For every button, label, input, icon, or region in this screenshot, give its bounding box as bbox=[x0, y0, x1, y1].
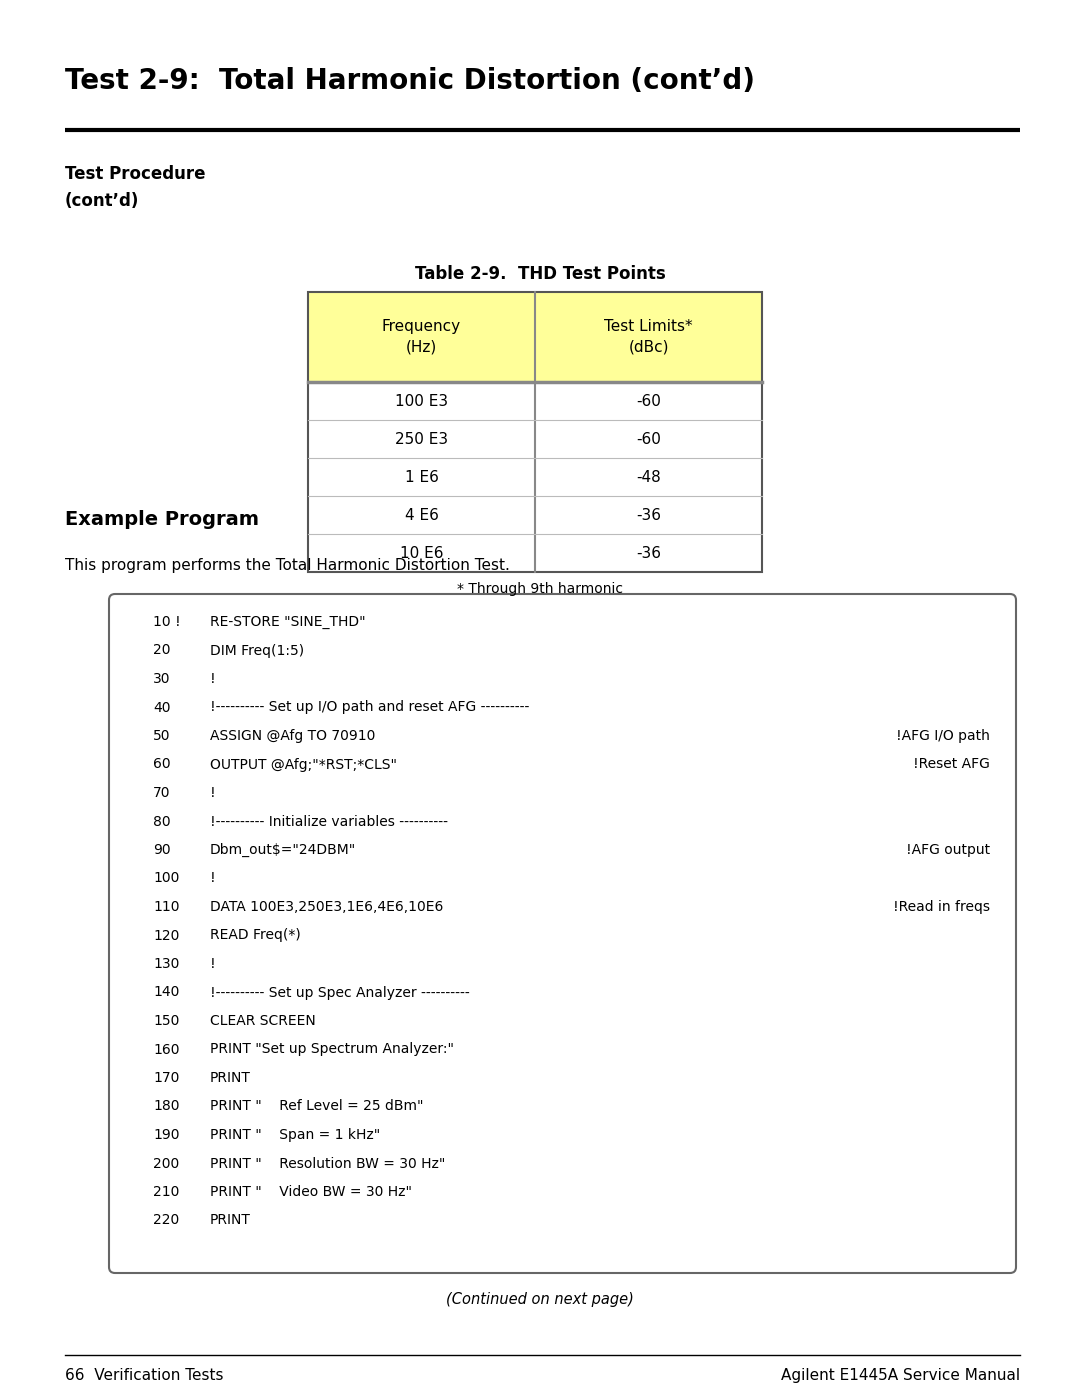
Text: 20: 20 bbox=[153, 644, 171, 658]
Text: 80: 80 bbox=[153, 814, 171, 828]
Text: Agilent E1445A Service Manual: Agilent E1445A Service Manual bbox=[781, 1368, 1020, 1383]
Text: 210: 210 bbox=[153, 1185, 179, 1199]
Text: -36: -36 bbox=[636, 545, 661, 560]
Text: * Through 9th harmonic: * Through 9th harmonic bbox=[457, 583, 623, 597]
Text: 160: 160 bbox=[153, 1042, 179, 1056]
Text: PRINT "    Span = 1 kHz": PRINT " Span = 1 kHz" bbox=[210, 1127, 380, 1141]
Text: (cont’d): (cont’d) bbox=[65, 191, 139, 210]
Text: 10 !: 10 ! bbox=[153, 615, 180, 629]
Text: -48: -48 bbox=[636, 469, 661, 485]
Text: ASSIGN @Afg TO 70910: ASSIGN @Afg TO 70910 bbox=[210, 729, 376, 743]
Text: 100: 100 bbox=[153, 872, 179, 886]
Text: !Read in freqs: !Read in freqs bbox=[893, 900, 990, 914]
Text: 220: 220 bbox=[153, 1214, 179, 1228]
Text: PRINT: PRINT bbox=[210, 1214, 251, 1228]
Text: OUTPUT @Afg;"*RST;*CLS": OUTPUT @Afg;"*RST;*CLS" bbox=[210, 757, 397, 771]
Text: !: ! bbox=[210, 872, 216, 886]
Text: 1 E6: 1 E6 bbox=[405, 469, 438, 485]
Text: Test 2-9:  Total Harmonic Distortion (cont’d): Test 2-9: Total Harmonic Distortion (con… bbox=[65, 67, 755, 95]
Text: !AFG I/O path: !AFG I/O path bbox=[896, 729, 990, 743]
Text: 4 E6: 4 E6 bbox=[405, 507, 438, 522]
Text: 130: 130 bbox=[153, 957, 179, 971]
Text: 10 E6: 10 E6 bbox=[400, 545, 443, 560]
Text: 250 E3: 250 E3 bbox=[395, 432, 448, 447]
Text: PRINT "Set up Spectrum Analyzer:": PRINT "Set up Spectrum Analyzer:" bbox=[210, 1042, 454, 1056]
Text: PRINT "    Ref Level = 25 dBm": PRINT " Ref Level = 25 dBm" bbox=[210, 1099, 423, 1113]
Bar bbox=[308, 292, 762, 571]
Text: Test Procedure: Test Procedure bbox=[65, 165, 205, 183]
Text: 180: 180 bbox=[153, 1099, 179, 1113]
Text: PRINT "    Resolution BW = 30 Hz": PRINT " Resolution BW = 30 Hz" bbox=[210, 1157, 445, 1171]
Text: (Continued on next page): (Continued on next page) bbox=[446, 1292, 634, 1308]
Text: 120: 120 bbox=[153, 929, 179, 943]
Text: 90: 90 bbox=[153, 842, 171, 856]
Text: Example Program: Example Program bbox=[65, 510, 259, 529]
Text: READ Freq(*): READ Freq(*) bbox=[210, 929, 300, 943]
Text: Dbm_out$="24DBM": Dbm_out$="24DBM" bbox=[210, 842, 356, 858]
Text: 100 E3: 100 E3 bbox=[395, 394, 448, 408]
Text: 200: 200 bbox=[153, 1157, 179, 1171]
Text: This program performs the Total Harmonic Distortion Test.: This program performs the Total Harmonic… bbox=[65, 557, 510, 573]
Text: !Reset AFG: !Reset AFG bbox=[913, 757, 990, 771]
Text: 140: 140 bbox=[153, 985, 179, 999]
Text: !---------- Set up Spec Analyzer ----------: !---------- Set up Spec Analyzer -------… bbox=[210, 985, 470, 999]
Text: Test Limits*
(dBc): Test Limits* (dBc) bbox=[604, 319, 692, 355]
Text: Frequency
(Hz): Frequency (Hz) bbox=[382, 319, 461, 355]
Text: PRINT "    Video BW = 30 Hz": PRINT " Video BW = 30 Hz" bbox=[210, 1185, 411, 1199]
Text: CLEAR SCREEN: CLEAR SCREEN bbox=[210, 1014, 315, 1028]
Bar bbox=[308, 292, 762, 381]
Text: !---------- Set up I/O path and reset AFG ----------: !---------- Set up I/O path and reset AF… bbox=[210, 700, 529, 714]
Text: 150: 150 bbox=[153, 1014, 179, 1028]
Text: 40: 40 bbox=[153, 700, 171, 714]
Text: !AFG output: !AFG output bbox=[906, 842, 990, 856]
FancyBboxPatch shape bbox=[109, 594, 1016, 1273]
Text: DATA 100E3,250E3,1E6,4E6,10E6: DATA 100E3,250E3,1E6,4E6,10E6 bbox=[210, 900, 444, 914]
Text: 190: 190 bbox=[153, 1127, 179, 1141]
Text: 110: 110 bbox=[153, 900, 179, 914]
Text: -60: -60 bbox=[636, 432, 661, 447]
Text: !: ! bbox=[210, 672, 216, 686]
Text: 170: 170 bbox=[153, 1071, 179, 1085]
Text: -36: -36 bbox=[636, 507, 661, 522]
Text: RE-STORE "SINE_THD": RE-STORE "SINE_THD" bbox=[210, 615, 366, 629]
Text: !: ! bbox=[210, 787, 216, 800]
Text: !: ! bbox=[210, 957, 216, 971]
Text: Table 2-9.  THD Test Points: Table 2-9. THD Test Points bbox=[415, 265, 665, 284]
Text: 60: 60 bbox=[153, 757, 171, 771]
Text: -60: -60 bbox=[636, 394, 661, 408]
Text: 70: 70 bbox=[153, 787, 171, 800]
Text: PRINT: PRINT bbox=[210, 1071, 251, 1085]
Text: 50: 50 bbox=[153, 729, 171, 743]
Text: 66  Verification Tests: 66 Verification Tests bbox=[65, 1368, 224, 1383]
Text: !---------- Initialize variables ----------: !---------- Initialize variables -------… bbox=[210, 814, 448, 828]
Text: DIM Freq(1:5): DIM Freq(1:5) bbox=[210, 644, 305, 658]
Text: 30: 30 bbox=[153, 672, 171, 686]
